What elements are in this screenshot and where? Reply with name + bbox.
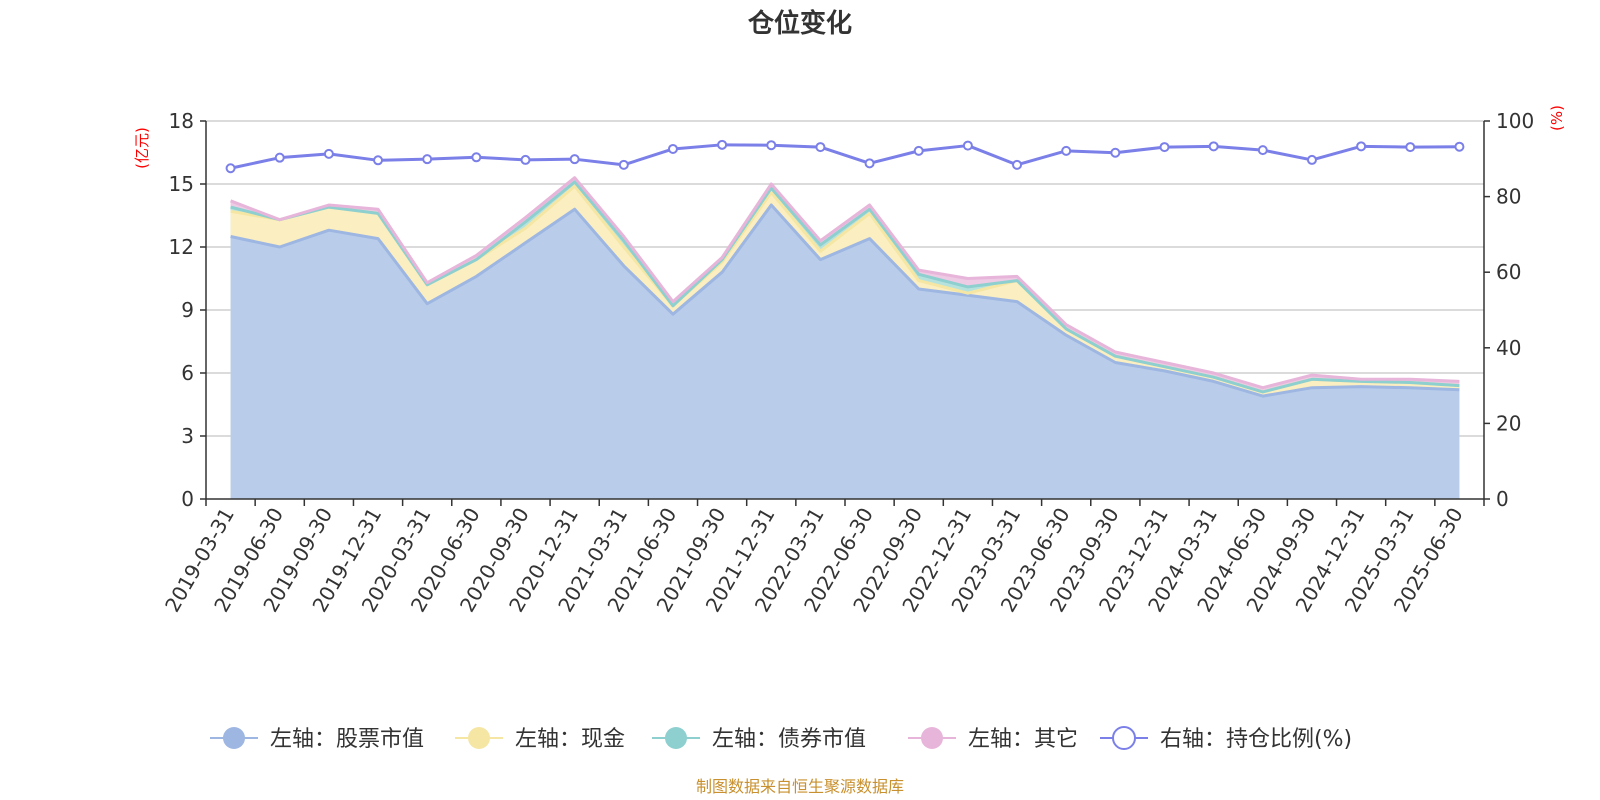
legend: 左轴：股票市值 左轴：现金 左轴：债券市值 左轴：其它 右轴：持仓比例(%) [210, 726, 1352, 752]
ratio-point [1110, 147, 1121, 158]
left-tick-label: 15 [169, 172, 194, 196]
right-tick-label: 80 [1496, 185, 1521, 209]
ratio-point [323, 148, 334, 159]
area-edge-左轴：股票市值 [230, 203, 1460, 398]
left-tick-label: 0 [181, 487, 194, 511]
ratio-point [225, 163, 236, 174]
area-edge-左轴：其它 [230, 176, 1460, 390]
left-tick-label: 12 [169, 235, 194, 259]
ratio-point [1306, 154, 1317, 165]
legend-label: 左轴：其它 [968, 727, 1078, 752]
legend-marker [468, 727, 490, 749]
legend-label: 右轴：持仓比例(%) [1160, 727, 1352, 752]
chart-title: 仓位变化 [747, 8, 852, 39]
ratio-point [766, 140, 777, 151]
ratio-point [1061, 145, 1072, 156]
stacked-areas [230, 176, 1460, 499]
legend-label: 左轴：现金 [515, 727, 625, 752]
left-axis-unit: (亿元) [133, 127, 151, 169]
ratio-point [1405, 142, 1416, 153]
right-tick-label: 40 [1496, 336, 1521, 360]
area-左轴：股票市值 [230, 205, 1460, 499]
ratio-point [1159, 142, 1170, 153]
ratio-point [815, 142, 826, 153]
right-axis-unit: (%) [1548, 105, 1566, 131]
ratio-point [864, 158, 875, 169]
ratio-point [1208, 141, 1219, 152]
legend-marker [921, 727, 943, 749]
ratio-point [717, 139, 728, 150]
left-tick-label: 18 [169, 109, 194, 133]
legend-label: 左轴：债券市值 [712, 727, 866, 752]
ratio-point [520, 154, 531, 165]
ratio-point [471, 152, 482, 163]
left-tick-label: 6 [181, 361, 194, 385]
ratio-point [569, 154, 580, 165]
ratio-point [274, 152, 285, 163]
left-tick-label: 9 [181, 298, 194, 322]
ratio-point [1012, 159, 1023, 170]
ratio-point [667, 143, 678, 154]
left-tick-label: 3 [181, 424, 194, 448]
legend-label: 左轴：股票市值 [270, 727, 424, 752]
ratio-point [373, 155, 384, 166]
legend-marker [1112, 726, 1136, 750]
ratio-point [422, 154, 433, 165]
ratio-point [1356, 141, 1367, 152]
ratio-point [913, 145, 924, 156]
ratio-point [1454, 141, 1465, 152]
ratio-point [618, 159, 629, 170]
right-tick-label: 100 [1496, 109, 1534, 133]
legend-marker [223, 727, 245, 749]
right-tick-label: 60 [1496, 260, 1521, 284]
holding-ratio-line [225, 139, 1465, 174]
ratio-point [1257, 145, 1268, 156]
right-tick-label: 0 [1496, 487, 1509, 511]
ratio-point [962, 140, 973, 151]
legend-marker [665, 727, 687, 749]
source-note: 制图数据来自恒生聚源数据库 [696, 777, 904, 796]
ratio-line-path [230, 143, 1460, 170]
area-edge-左轴：债券市值 [230, 180, 1460, 394]
right-tick-label: 20 [1496, 411, 1521, 435]
